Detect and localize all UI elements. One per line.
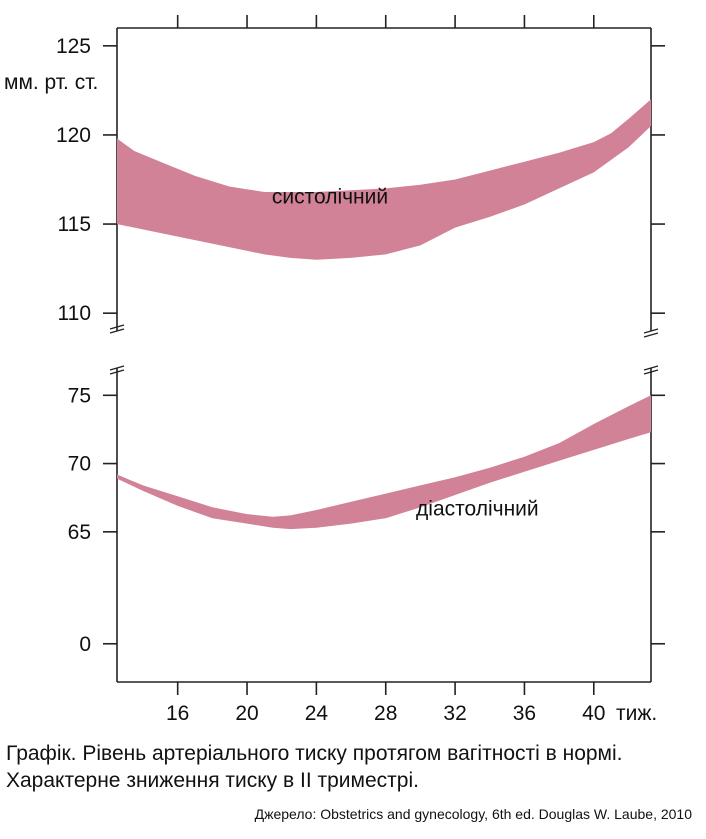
break-mark-left-2	[109, 328, 125, 334]
break-mark-left-4	[109, 369, 125, 375]
x-axis-label: тиж.	[616, 702, 657, 725]
systolic-y-tick-label-125: 125	[56, 35, 91, 58]
bands-layer: систолічний діастолічний	[117, 99, 651, 530]
break-mark-left-1	[109, 324, 125, 330]
systolic-y-tick-label-115: 115	[58, 213, 91, 236]
diastolic-band-label: діастолічний	[416, 498, 539, 521]
break-mark-right-1	[643, 328, 659, 334]
x-tick-label-16: 16	[166, 702, 189, 725]
ticks-layer: 16 20 24 28 32 36 40 110 115 120 125 0 65 70 75	[56, 15, 665, 725]
source-note: Джерело: Obstetrics and gynecology, 6th …	[254, 806, 692, 822]
diastolic-band	[117, 395, 651, 530]
x-tick-label-32: 32	[443, 702, 466, 725]
systolic-y-tick-label-110: 110	[58, 302, 91, 325]
diastolic-y-tick-label-0: 0	[79, 633, 91, 656]
break-mark-left-3	[109, 365, 125, 371]
diastolic-y-tick-label-65: 65	[68, 521, 91, 544]
blood-pressure-chart: систолічний діастолічний 16 20 24 28 32 36 40 11…	[4, 15, 665, 725]
figure-caption: Графік. Рівень артеріального тиску протя…	[6, 742, 623, 792]
diastolic-y-tick-label-75: 75	[68, 384, 91, 407]
x-tick-label-24: 24	[305, 702, 329, 725]
y-unit-label: мм. рт. ст.	[4, 71, 98, 94]
systolic-band	[117, 99, 651, 260]
break-mark-right-2	[643, 332, 659, 338]
x-tick-label-40: 40	[582, 702, 605, 725]
diastolic-y-tick-label-70: 70	[68, 453, 91, 476]
break-mark-right-3	[643, 365, 659, 371]
plot-frame	[116, 27, 652, 683]
x-tick-label-28: 28	[374, 702, 397, 725]
x-tick-label-36: 36	[513, 702, 536, 725]
x-tick-label-20: 20	[235, 702, 258, 725]
axis-break-marks	[109, 324, 659, 375]
systolic-y-tick-label-120: 120	[56, 124, 91, 147]
break-mark-right-4	[643, 369, 659, 375]
systolic-band-label: систолічний	[272, 186, 388, 209]
